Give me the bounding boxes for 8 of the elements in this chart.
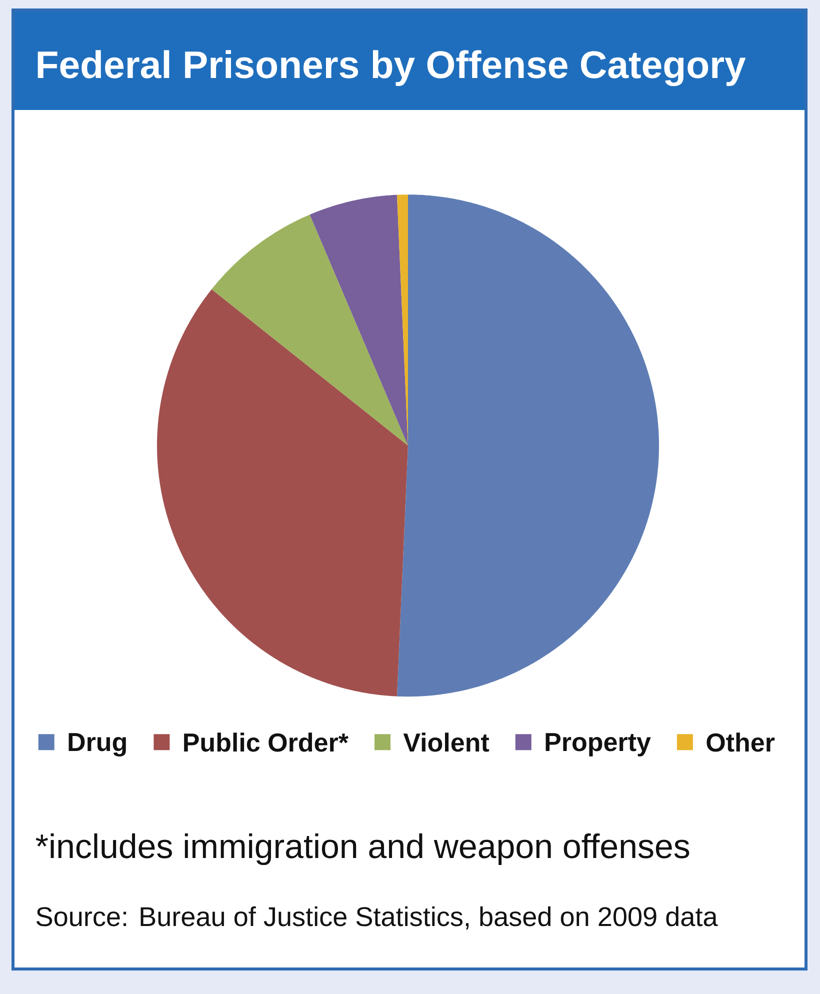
text: *includes immigration and weapon offenses — [36, 833, 690, 866]
legend-label: Other — [706, 732, 775, 752]
chart-title: Federal Prisoners by Offense Category — [38, 50, 746, 86]
legend-label: Drug — [68, 733, 126, 757]
source-note: Source: Bureau of Justice Statistics, based on 2009 data — [36, 906, 718, 930]
legend-label: Property — [546, 733, 651, 756]
legend-label: Public Order* — [184, 732, 348, 752]
legend-label: Violent — [403, 732, 490, 752]
